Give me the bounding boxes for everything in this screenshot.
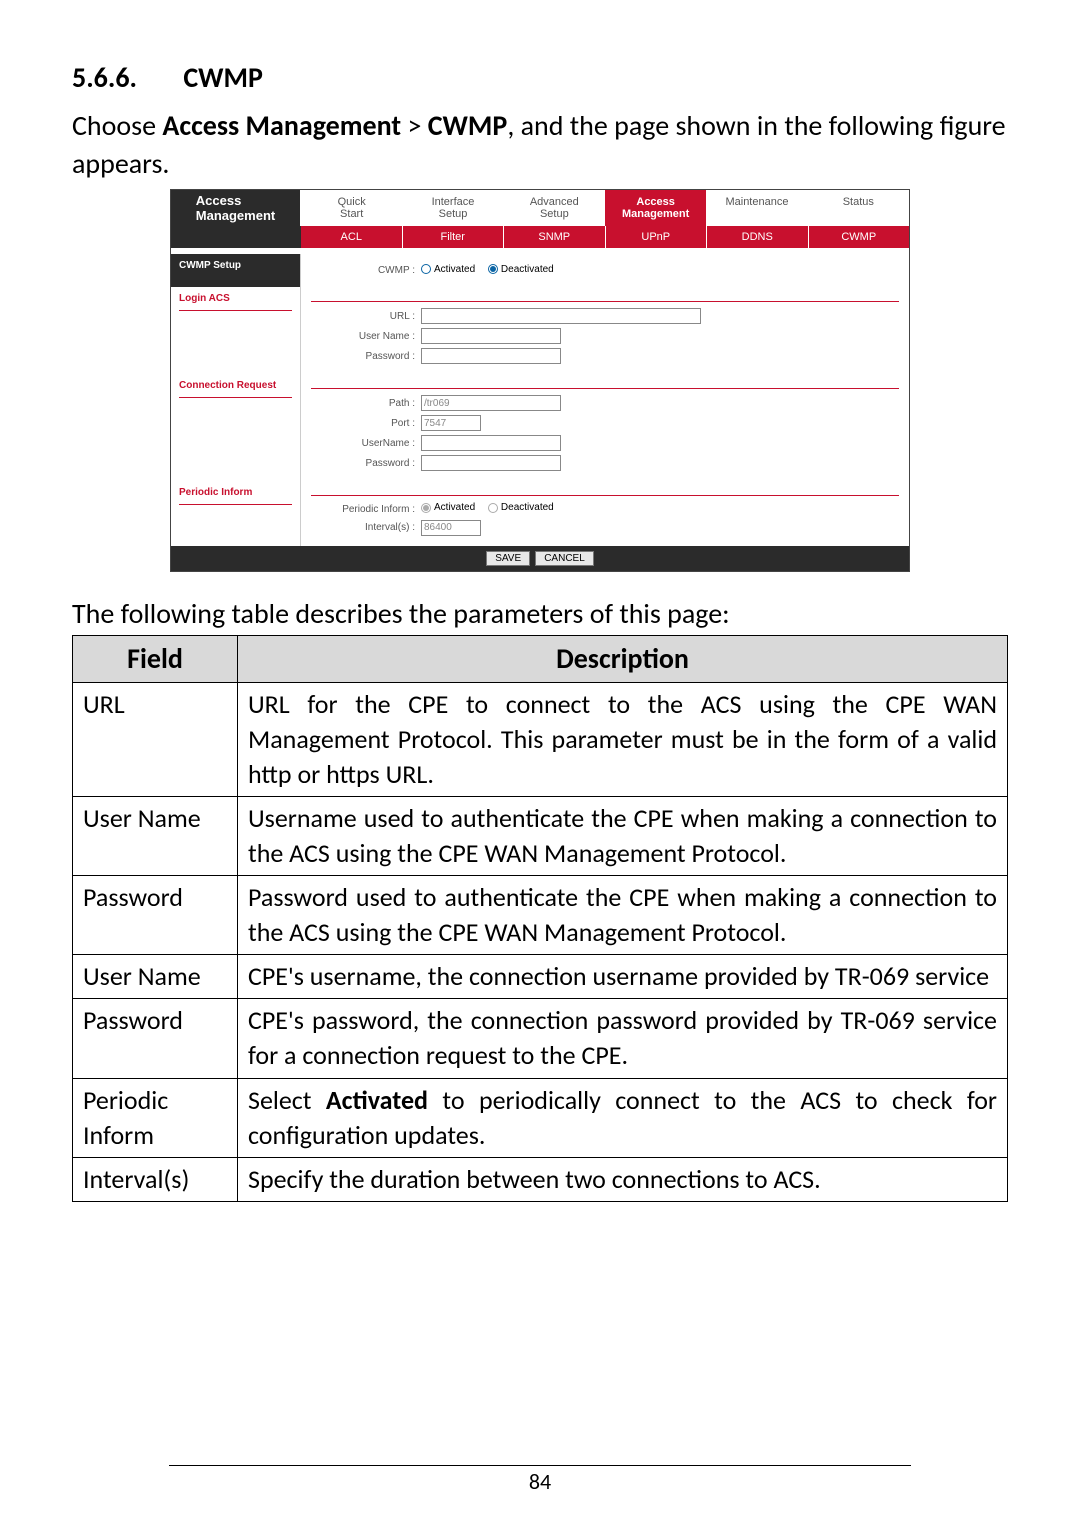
text-input[interactable]	[421, 348, 561, 364]
table-row: PasswordPassword used to authenticate th…	[73, 876, 1008, 955]
col-field: Field	[73, 635, 238, 682]
section-heading: 5.6.6. CWMP	[72, 60, 1008, 95]
sub-tab[interactable]: ACL	[301, 226, 403, 248]
text-input[interactable]	[421, 328, 561, 344]
top-tab[interactable]: QuickStart	[301, 190, 402, 226]
top-tab[interactable]: AdvancedSetup	[504, 190, 605, 226]
text-input[interactable]	[421, 415, 481, 431]
cwmp-activated-radios[interactable]: Activated Deactivated	[421, 264, 564, 278]
sidebar-sub	[171, 226, 301, 248]
sub-tab[interactable]: Filter	[403, 226, 505, 248]
page-number: 84	[169, 1465, 911, 1495]
params-table: Field Description URLURL for the CPE to …	[72, 635, 1008, 1202]
sub-tab[interactable]: CWMP	[809, 226, 910, 248]
table-row: User NameCPE's username, the connection …	[73, 955, 1008, 999]
text-input[interactable]	[421, 435, 561, 451]
section-periodic: Periodic Inform	[171, 481, 301, 546]
top-tab[interactable]: Maintenance	[706, 190, 807, 226]
cancel-button[interactable]: CANCEL	[535, 551, 594, 566]
sub-tab[interactable]: DDNS	[707, 226, 809, 248]
table-row: PasswordCPE's password, the connection p…	[73, 999, 1008, 1078]
text-input[interactable]	[421, 308, 701, 324]
table-row: User NameUsername used to authenticate t…	[73, 796, 1008, 875]
page-footer: 84	[0, 1465, 1080, 1495]
section-conn-req: Connection Request	[171, 374, 301, 481]
top-tab[interactable]: InterfaceSetup	[402, 190, 503, 226]
save-button[interactable]: SAVE	[486, 551, 530, 566]
table-row: Periodic InformSelect Activated to perio…	[73, 1078, 1008, 1157]
sub-tab[interactable]: SNMP	[504, 226, 606, 248]
col-desc: Description	[238, 635, 1008, 682]
params-intro: The following table describes the parame…	[72, 596, 1008, 631]
heading-number: 5.6.6.	[72, 60, 137, 95]
sub-tab[interactable]: UPnP	[606, 226, 708, 248]
table-row: Interval(s)Specify the duration between …	[73, 1157, 1008, 1201]
section-login-acs: Login ACS	[171, 287, 301, 374]
interval-input[interactable]	[421, 520, 481, 536]
section-cwmp-setup: CWMP Setup	[171, 254, 301, 288]
table-row: URLURL for the CPE to connect to the ACS…	[73, 682, 1008, 796]
text-input[interactable]	[421, 455, 561, 471]
intro-paragraph: Choose Access Management > CWMP, and the…	[72, 107, 1008, 183]
text-input[interactable]	[421, 395, 561, 411]
top-tab[interactable]: AccessManagement	[605, 190, 706, 226]
top-tab[interactable]: Status	[808, 190, 909, 226]
cwmp-screenshot: AccessManagement QuickStartInterfaceSetu…	[170, 189, 910, 572]
periodic-radios[interactable]: Activated Deactivated	[421, 502, 564, 516]
sidebar-title: AccessManagement	[171, 190, 301, 226]
heading-title: CWMP	[183, 60, 263, 95]
